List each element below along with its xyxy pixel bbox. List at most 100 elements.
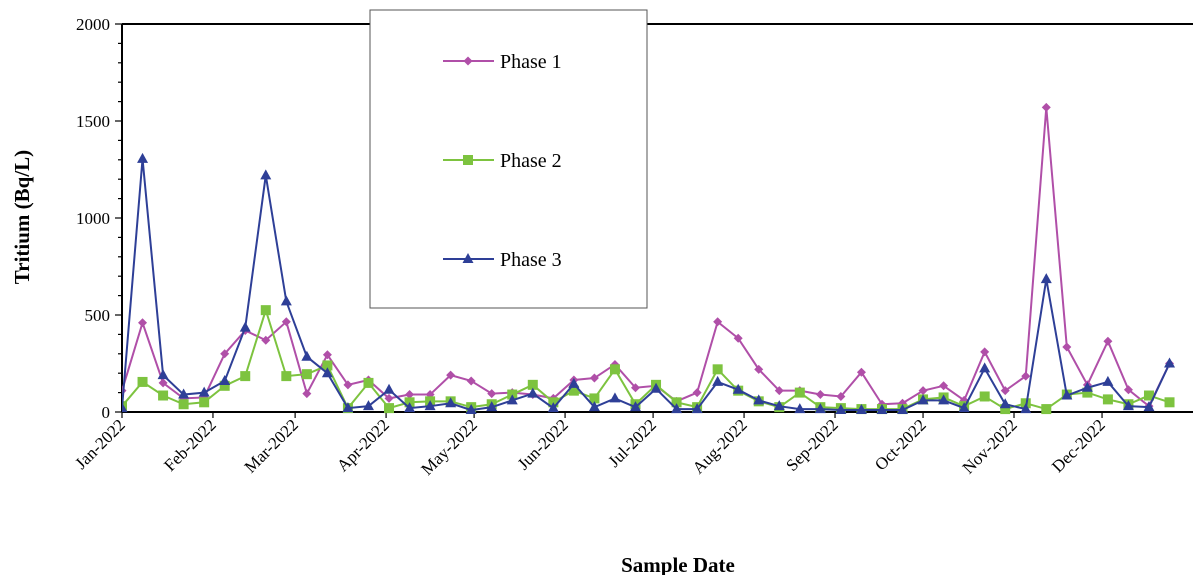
data-point	[856, 367, 866, 377]
data-point	[322, 350, 332, 360]
data-point	[157, 369, 169, 380]
data-point	[630, 383, 640, 393]
data-point	[1123, 385, 1133, 395]
data-point	[384, 393, 394, 403]
data-point	[753, 394, 765, 405]
data-point	[1020, 403, 1032, 414]
data-point	[589, 373, 599, 383]
data-point	[774, 386, 784, 396]
series-line	[122, 158, 1171, 412]
data-point	[855, 404, 867, 415]
data-point	[609, 392, 621, 403]
data-point	[691, 403, 703, 414]
data-point	[138, 318, 148, 328]
legend-marker	[462, 253, 474, 263]
legend-label: Phase 1	[500, 51, 562, 73]
data-point	[1082, 387, 1093, 398]
data-point	[1122, 400, 1134, 411]
data-point	[754, 364, 764, 374]
data-point	[1102, 375, 1114, 386]
x-tick-label: Aug-2022	[689, 415, 751, 477]
data-point	[301, 369, 312, 380]
data-point	[938, 394, 950, 405]
x-tick-label: Sep-2022	[782, 415, 842, 475]
series-line	[122, 306, 1170, 411]
data-point	[1000, 404, 1011, 415]
data-point	[383, 383, 395, 394]
data-point	[465, 404, 477, 415]
data-point	[589, 393, 600, 404]
data-point	[918, 386, 928, 396]
data-point	[835, 404, 847, 415]
data-point	[281, 371, 292, 382]
data-point	[1164, 397, 1175, 408]
x-tick-label: May-2022	[417, 415, 481, 479]
data-point	[199, 397, 210, 408]
data-point	[220, 349, 230, 359]
data-point	[939, 381, 949, 391]
data-point	[446, 370, 456, 380]
data-point	[487, 389, 497, 399]
data-point	[876, 404, 888, 415]
data-point	[1102, 394, 1113, 405]
data-point	[1000, 386, 1010, 396]
data-point	[122, 402, 128, 413]
data-point	[424, 400, 436, 411]
data-point	[1143, 390, 1154, 401]
data-point	[732, 383, 744, 394]
y-tick-label: 2000	[76, 15, 110, 34]
series-line	[122, 107, 1171, 408]
data-point	[609, 364, 620, 375]
x-tick-label: Jul-2022	[604, 415, 660, 471]
data-point	[137, 152, 149, 163]
legend-marker	[463, 155, 473, 165]
data-point	[1040, 273, 1052, 284]
data-point	[1143, 401, 1155, 412]
legend: Phase 1 Phase 2 Phase 3	[369, 9, 648, 309]
y-tick-label: 1500	[76, 112, 110, 131]
data-point	[362, 400, 374, 411]
data-point	[321, 367, 333, 378]
data-point	[302, 389, 312, 399]
data-point	[671, 403, 683, 414]
data-point	[281, 317, 291, 327]
x-tick-label: Oct-2022	[871, 415, 930, 474]
data-point	[979, 362, 991, 373]
data-point	[239, 321, 251, 332]
data-point	[1103, 336, 1113, 346]
x-axis-title: Sample Date	[621, 553, 735, 575]
data-point	[1061, 389, 1073, 400]
series-phase-3	[122, 152, 1176, 415]
data-point	[343, 380, 353, 390]
data-point	[1041, 102, 1051, 112]
data-point	[219, 374, 231, 385]
data-point	[261, 335, 271, 345]
data-point	[260, 169, 272, 180]
data-point	[137, 376, 148, 387]
x-tick-label: Mar-2022	[241, 415, 302, 476]
x-tick-label: Apr-2022	[333, 415, 393, 475]
data-point	[122, 386, 127, 396]
data-point	[405, 390, 415, 400]
data-point	[958, 402, 970, 413]
data-point	[1062, 342, 1072, 352]
data-point	[713, 317, 723, 327]
data-point	[773, 400, 785, 411]
data-point	[486, 401, 498, 412]
data-point	[815, 390, 825, 400]
data-point	[260, 305, 271, 316]
data-point	[301, 350, 313, 361]
data-point	[897, 404, 909, 415]
data-point	[384, 403, 395, 414]
data-point	[650, 382, 662, 393]
data-point	[342, 402, 354, 413]
data-point	[917, 394, 929, 405]
x-tick-label: Feb-2022	[160, 415, 220, 475]
data-point	[671, 397, 682, 408]
data-point	[568, 385, 579, 396]
data-point	[1041, 404, 1052, 415]
data-point	[280, 295, 292, 306]
data-point	[363, 377, 374, 388]
legend-box	[369, 9, 648, 309]
